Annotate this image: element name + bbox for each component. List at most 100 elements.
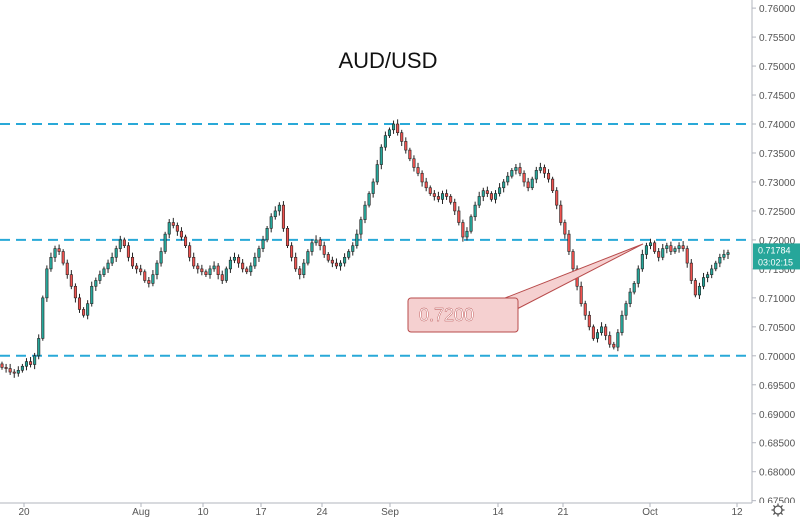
candle-body (612, 343, 616, 348)
candle-body (689, 262, 693, 281)
time-axis-background (0, 503, 800, 521)
candle-body (640, 254, 644, 270)
candle-body (126, 245, 130, 258)
candle-body (281, 204, 285, 229)
candle-body (57, 248, 61, 252)
candle-body (702, 277, 706, 287)
candle-body (538, 167, 542, 171)
candle-body (159, 251, 163, 264)
candle-body (147, 280, 151, 284)
candle-body (473, 204, 477, 218)
candle-body (257, 248, 261, 258)
y-tick-label: 0.71500 (759, 265, 796, 276)
candle-body (485, 190, 489, 194)
candle-body (98, 274, 102, 281)
candle-body (241, 262, 245, 270)
candle-body (90, 285, 94, 304)
candle-body (502, 181, 506, 189)
candle-body (163, 233, 167, 252)
candle-body (559, 204, 563, 223)
x-tick-label: 24 (316, 507, 328, 518)
x-tick-label: 10 (197, 507, 209, 518)
candle-body (457, 210, 461, 223)
last-price-tag (753, 243, 800, 270)
candle-body (510, 170, 514, 177)
candle-body (322, 245, 326, 255)
candle-body (657, 251, 661, 258)
x-tick-label: Sep (381, 507, 399, 518)
candle-body (453, 201, 457, 212)
candle-body (600, 326, 604, 333)
candle-body (445, 193, 449, 197)
candle-body (285, 228, 290, 247)
candle-body (363, 204, 367, 220)
candle-body (591, 326, 595, 339)
annotation-box[interactable] (407, 297, 519, 333)
candle-body (371, 181, 375, 194)
candle-body (416, 167, 420, 174)
gear-icon[interactable] (771, 503, 785, 517)
y-tick-label: 0.69500 (759, 381, 796, 392)
candle-body (506, 175, 510, 183)
candle-body (82, 309, 86, 316)
y-tick-label: 0.76000 (759, 4, 796, 15)
candle-body (412, 158, 416, 168)
candle-body (595, 332, 600, 339)
candle-body (326, 254, 330, 261)
candle-body (49, 256, 53, 270)
candle-body (644, 245, 648, 255)
y-tick-label: 0.73000 (759, 178, 796, 189)
x-tick-label: Oct (642, 507, 658, 518)
candle-body (224, 268, 228, 281)
candle-body (334, 262, 338, 267)
candle-body (20, 365, 24, 371)
candle-body (665, 245, 669, 249)
candle-body (632, 283, 636, 293)
candle-body (277, 204, 281, 212)
candles (0, 119, 730, 378)
candle-body (551, 178, 555, 191)
candle-body (518, 167, 522, 174)
candle-body (192, 256, 196, 267)
candle-body (424, 181, 428, 189)
candle-body (135, 265, 139, 270)
candle-body (204, 271, 208, 275)
candle-body (179, 230, 183, 238)
candle-body (440, 193, 445, 200)
candle-body (685, 248, 689, 264)
candle-body (726, 252, 730, 255)
candle-body (273, 210, 277, 218)
candle-body (216, 265, 220, 275)
candle-body (387, 129, 391, 136)
candle-body (73, 285, 77, 299)
candle-body (636, 268, 640, 284)
candle-body (143, 271, 147, 281)
candle-body (461, 222, 465, 238)
candle-body (469, 216, 473, 232)
time-axis[interactable]: 20 Aug 10 17 24 Sep 14 21 Oct 12 (0, 502, 800, 521)
y-tick-label: 0.74500 (759, 91, 796, 102)
candle-body (151, 274, 155, 284)
candle-body (249, 265, 253, 273)
candle-body (61, 251, 65, 264)
candle-body (379, 146, 383, 165)
candle-body (290, 245, 294, 258)
candle-body (718, 256, 722, 264)
y-tick-label: 0.74000 (759, 120, 796, 131)
candle-body (237, 256, 241, 264)
candle-body (232, 256, 237, 261)
y-tick-label: 0.68000 (759, 468, 796, 479)
y-tick-label: 0.68500 (759, 439, 796, 450)
x-tick-label: 17 (255, 507, 267, 518)
candle-body (114, 248, 118, 258)
candle-body (530, 178, 534, 189)
y-tick-label: 0.73500 (759, 149, 796, 160)
candle-body (498, 187, 502, 194)
candle-body (534, 170, 538, 180)
candle-body (714, 262, 718, 270)
candle-body (102, 268, 106, 275)
y-tick-label: 0.69000 (759, 410, 796, 421)
candle-body (547, 172, 551, 180)
candle-body (396, 123, 400, 134)
